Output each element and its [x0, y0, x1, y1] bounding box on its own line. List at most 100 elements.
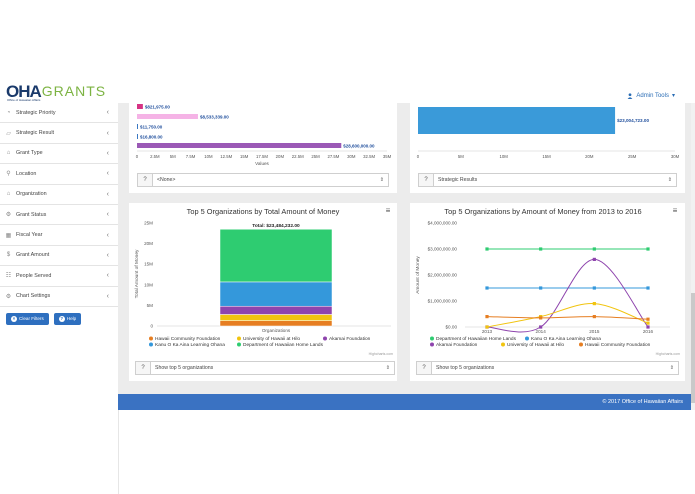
sidebar-item-grant-status[interactable]: ⚙ Grant Status ‹: [0, 205, 118, 226]
help-icon[interactable]: ?: [417, 362, 432, 374]
chevron-left-icon: ‹: [106, 129, 109, 137]
chevron-left-icon: ‹: [106, 109, 109, 117]
sidebar-item-label: Grant Status: [16, 211, 47, 218]
hamburger-menu-icon: ≡: [673, 206, 678, 215]
legend-marker: [323, 336, 327, 341]
sidebar-item-label: Fiscal Year: [16, 232, 43, 239]
sidebar-item-fiscal-year[interactable]: ▦ Fiscal Year ‹: [0, 225, 118, 246]
hbar: [137, 114, 198, 119]
sidebar-item-label: Strategic Result: [16, 130, 55, 137]
legend-item: Department of Hawaiian Home Lands: [436, 336, 517, 342]
bar-value-label: $28,600,000.00: [343, 144, 375, 149]
total-money-stacked-chart: Top 5 Organizations by Total Amount of M…: [134, 206, 393, 356]
x-tick-label: 2013: [482, 329, 493, 334]
legend-item: University of Hawaii at Hilo: [243, 336, 300, 342]
sidebar-item-grant-amount[interactable]: $ Grant Amount ‹: [0, 246, 118, 267]
x-tick-label: 35M: [383, 154, 392, 159]
top-left-select-value: <None>: [157, 177, 176, 183]
select-arrows-icon: ⇕: [667, 177, 672, 183]
data-point: [646, 317, 650, 321]
y-tick-label: $3,000,000.00: [428, 247, 458, 252]
logo-subtitle: Office of Hawaiian Affairs: [7, 98, 41, 102]
top-left-filter-select[interactable]: ? <None> ⇕: [137, 173, 389, 187]
hbar: [418, 107, 616, 134]
data-point: [646, 321, 650, 325]
sidebar-item-strategic-result[interactable]: ▱ Strategic Result ‹: [0, 123, 118, 144]
legend-marker: [237, 342, 241, 347]
logo-mark: OHA: [6, 82, 42, 101]
top-orgs-select-right[interactable]: ? Show top 5 organizations ⇕: [416, 361, 679, 375]
select-arrows-icon: ⇕: [669, 365, 674, 371]
x-tick-label: 25M: [628, 154, 637, 159]
y-tick-label: 25M: [144, 221, 153, 226]
legend-item: Kanu O Ka Aina Learning Ohana: [531, 336, 601, 342]
x-tick-label: 2016: [643, 329, 654, 334]
pin-icon: ⚲: [6, 171, 11, 178]
scrollbar-thumb[interactable]: [691, 293, 695, 403]
people-icon: ☷: [5, 273, 12, 280]
stacked-bar-segment: [219, 305, 333, 315]
stacked-bar-segment: [219, 320, 333, 327]
legend-marker: [501, 342, 505, 347]
sidebar-list: ◔ Strategic Priority ‹ ▱ Strategic Result ‹ ⌂ G…: [0, 103, 118, 307]
total-money-chart-panel: Top 5 Organizations by Total Amount of M…: [129, 203, 397, 381]
sidebar-item-chart-settings[interactable]: ⚙ Chart Settings ‹: [0, 287, 118, 307]
oha-grants-logo[interactable]: OHA GRANTS: [6, 82, 106, 102]
data-point: [592, 247, 596, 251]
calendar-icon: ▦: [5, 232, 12, 239]
dollar-icon: $: [6, 252, 11, 259]
series-line: [486, 258, 649, 333]
cog-icon: ⚙: [5, 293, 12, 300]
top-orgs-select-left[interactable]: ? Show top 5 organizations ⇕: [135, 361, 395, 375]
user-icon: [628, 92, 633, 99]
bar-value-label: $16,800.00: [140, 135, 163, 140]
question-icon: ?: [58, 315, 65, 322]
clear-filters-button[interactable]: × Clear Filters: [6, 312, 49, 325]
sidebar-item-location[interactable]: ⚲ Location ‹: [0, 164, 118, 185]
y-axis-title: Amount of Money: [415, 256, 421, 294]
help-icon[interactable]: ?: [419, 174, 434, 186]
y-tick-label: 20M: [144, 241, 153, 246]
help-button[interactable]: ? Help: [53, 312, 82, 325]
gear-icon: ⚙: [5, 212, 12, 219]
sidebar-item-strategic-priority[interactable]: ◔ Strategic Priority ‹: [0, 103, 118, 124]
chevron-left-icon: ‹: [106, 170, 109, 178]
x-tick-label: 15M: [240, 154, 249, 159]
admin-tools-menu[interactable]: Admin Tools ▾: [627, 92, 675, 99]
sidebar-item-grant-type[interactable]: ⌂ Grant Type ‹: [0, 144, 118, 165]
legend-marker: [149, 336, 153, 341]
top-bar: OHA GRANTS Office of Hawaiian Affairs Ad…: [0, 0, 695, 103]
x-tick-label: 2.5M: [150, 154, 160, 159]
x-category-label: Organizations: [262, 328, 291, 333]
data-point: [646, 286, 650, 290]
help-icon[interactable]: ?: [136, 362, 151, 374]
help-icon[interactable]: ?: [138, 174, 153, 186]
page-scrollbar[interactable]: [691, 103, 695, 410]
bar-value-label: $11,750.00: [140, 125, 163, 130]
sidebar-item-label: Grant Type: [16, 150, 43, 157]
filter-sidebar: ◔ Strategic Priority ‹ ▱ Strategic Result ‹ ⌂ G…: [0, 103, 119, 494]
dashboard-content: $821,975.00 $8,533,339.00 $11,750.00 $16,80…: [118, 103, 695, 394]
x-tick-label: 20M: [585, 154, 594, 159]
y-axis-title: Total Amount of Money: [134, 249, 140, 298]
legend-marker: [525, 336, 529, 341]
legend-item: Department of Hawaiian Home Lands: [243, 342, 324, 348]
y-tick-label: 15M: [144, 262, 153, 267]
chart-credit: Highcharts.com: [656, 352, 680, 356]
stacked-bar-segment: [219, 228, 333, 283]
data-point: [485, 315, 489, 319]
y-tick-label: 0: [150, 324, 153, 329]
sidebar-item-people-served[interactable]: ☷ People Served ‹: [0, 266, 118, 287]
y-tick-label: 5M: [147, 303, 154, 308]
top-right-bar-chart: $23,004,723.00 0 5M 10M 15M 20M 25M 30M: [417, 107, 680, 159]
sidebar-item-organization[interactable]: ⌂ Organization ‹: [0, 185, 118, 205]
data-point: [485, 325, 489, 329]
x-tick-label: 12.5M: [220, 154, 232, 159]
chevron-left-icon: ‹: [106, 149, 109, 157]
bar-value-label: $8,533,339.00: [200, 115, 229, 120]
data-point: [646, 247, 650, 251]
home-icon: ⌂: [6, 191, 11, 198]
x-tick-label: 20M: [276, 154, 285, 159]
data-point: [539, 286, 543, 290]
top-right-filter-select[interactable]: ? Strategic Results ⇕: [418, 173, 677, 187]
